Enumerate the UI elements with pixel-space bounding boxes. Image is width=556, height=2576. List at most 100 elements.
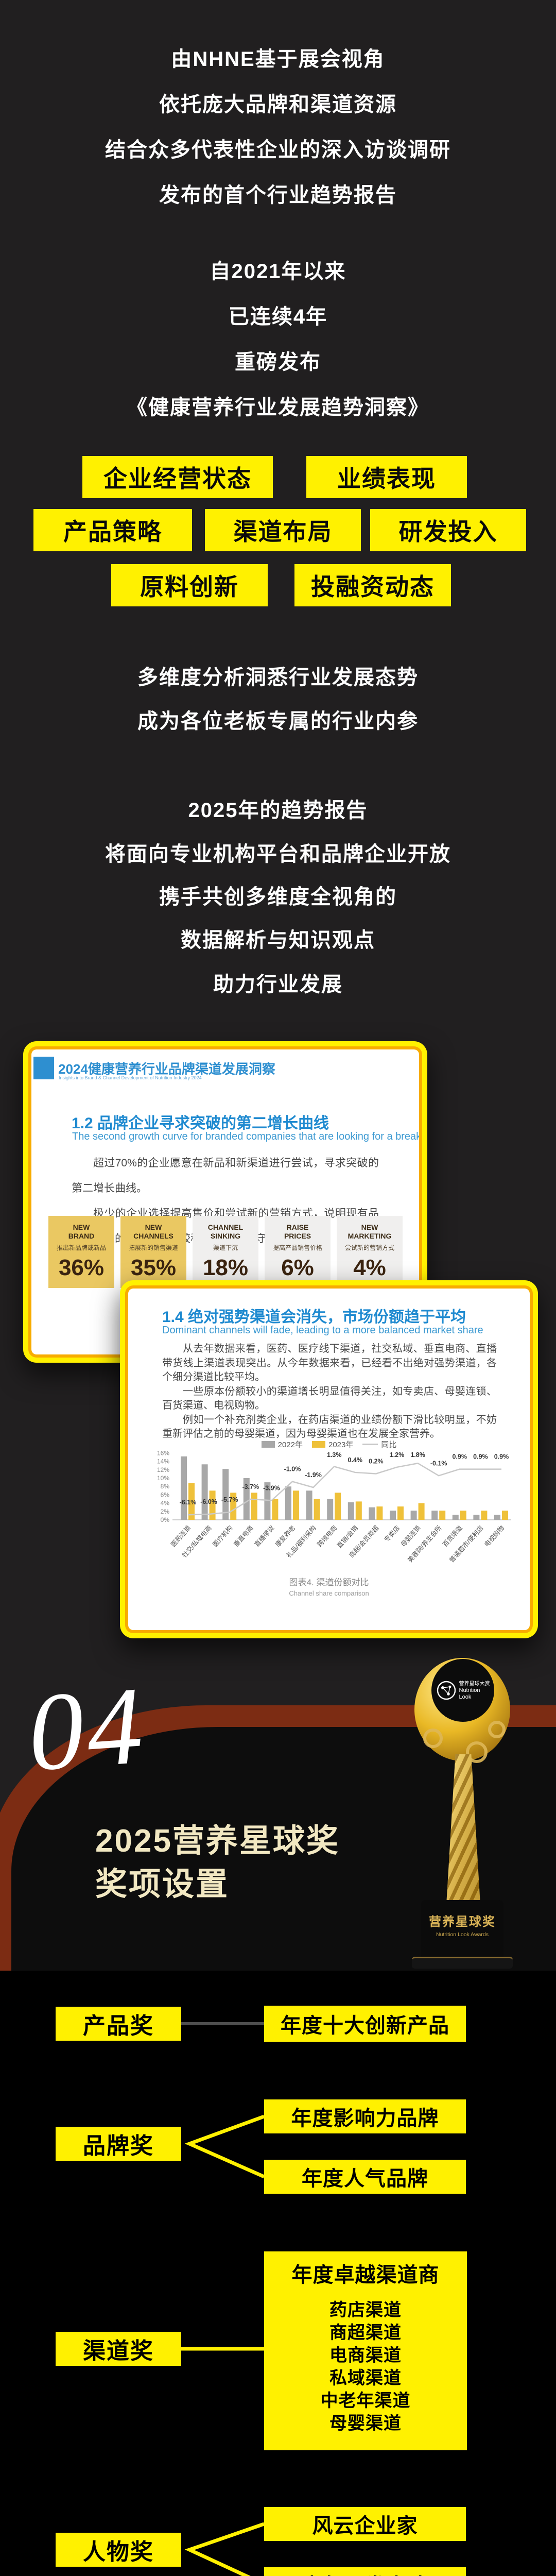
- report-card-page: 1.4 绝对强势渠道会消失，市场份额趋于平均 Dominant channels…: [128, 1289, 530, 1630]
- yoy-label: -3.9%: [263, 1484, 280, 1492]
- bar-2023: [209, 1490, 216, 1520]
- bar-2022: [369, 1507, 375, 1520]
- award-item: 年度影响力品牌: [264, 2099, 466, 2133]
- award-sub-item: 母婴渠道: [329, 2414, 402, 2433]
- bar-2023: [502, 1511, 508, 1520]
- trophy-ornament-ring: [488, 1721, 506, 1738]
- column-desc-cn: 提高产品销售价格: [272, 1244, 322, 1251]
- x-tick: 专卖店: [383, 1524, 401, 1544]
- legend-label: 2023年: [328, 1440, 354, 1449]
- trophy-base-name-en: Nutrition Look Awards: [436, 1931, 489, 1938]
- paragraph: 例如一个补充剂类企业，在药店渠道的业绩份额下滑比较明显，不妨重新评估之前的母婴渠…: [162, 1414, 497, 1440]
- column-header-en: NEW CHANNELS: [133, 1223, 173, 1240]
- y-tick: 4%: [161, 1500, 170, 1507]
- report-card-border: 1.4 绝对强势渠道会消失，市场份额趋于平均 Dominant channels…: [125, 1285, 533, 1633]
- mid-line: 携手共创多维度全视角的: [159, 886, 397, 908]
- column-header-en: RAISE PRICES: [284, 1223, 311, 1240]
- yoy-label: -0.1%: [430, 1460, 447, 1467]
- report-card-channel-share: 1.4 绝对强势渠道会消失，市场份额趋于平均 Dominant channels…: [120, 1280, 538, 1638]
- bar-2022: [431, 1511, 438, 1520]
- topic-tag: 渠道布局: [205, 509, 361, 551]
- topic-tag: 投融资动态: [294, 564, 451, 606]
- award-item: 青年研发人才: [264, 2567, 466, 2576]
- award-sub-item: 私域渠道: [329, 2368, 402, 2388]
- x-tick: 医疗机构: [211, 1524, 234, 1548]
- y-tick: 8%: [161, 1483, 170, 1490]
- bar-2023: [272, 1499, 279, 1520]
- trophy-base-plate: [412, 1957, 513, 1969]
- column-header-en: NEW MARKETING: [348, 1223, 392, 1240]
- topic-tag: 产品策略: [33, 509, 192, 551]
- award-sub-item: 电商渠道: [329, 2346, 402, 2365]
- legend-item: 同比: [362, 1439, 396, 1450]
- award-item: 风云企业家: [264, 2507, 466, 2541]
- bar-2023: [481, 1511, 488, 1520]
- trophy-base-name: 营养星球奖: [429, 1915, 496, 1929]
- column-desc-cn: 渠道下沉: [213, 1244, 238, 1251]
- award-item: 年度十大创新产品: [264, 2006, 466, 2042]
- intro-line: 依托庞大品牌和渠道资源: [159, 93, 397, 116]
- bar-2023: [293, 1490, 299, 1520]
- trophy-base: 营养星球奖 Nutrition Look Awards: [421, 1900, 503, 1959]
- bar-2023: [355, 1501, 362, 1520]
- legend-label: 2022年: [277, 1440, 303, 1449]
- yoy-label: -1.9%: [305, 1471, 322, 1479]
- section-1-2-subtitle: The second growth curve for branded comp…: [72, 1131, 419, 1142]
- award-sub-item: 中老年渠道: [320, 2391, 411, 2411]
- x-tick: 电视购物: [483, 1524, 506, 1548]
- bar-2022: [452, 1515, 459, 1520]
- channel-share-chart: 0%2%4%6%8%10%12%14%16%医药连锁社交/私域电商医疗机构垂直电…: [157, 1451, 511, 1564]
- bar-2022: [243, 1478, 250, 1520]
- bar-2023: [460, 1511, 466, 1520]
- chart-caption-en: Channel share comparison: [289, 1589, 369, 1597]
- bar-2023: [397, 1506, 404, 1520]
- paragraph: 从去年数据来看，医药、医疗线下渠道，社交私域、垂直电商、直播带货线上渠道表现突出…: [162, 1343, 497, 1383]
- section-1-4-title: 1.4 绝对强势渠道会消失，市场份额趋于平均: [162, 1309, 466, 1326]
- section-1-4-paragraphs: 从去年数据来看，医药、医疗线下渠道，社交私域、垂直电商、直播带货线上渠道表现突出…: [162, 1342, 497, 1442]
- intro-line: 由NHNE基于展会视角: [171, 48, 385, 71]
- yoy-label: 0.9%: [453, 1453, 467, 1461]
- report-logo-square: [33, 1057, 54, 1079]
- second-curve-column: RAISE PRICES 提高产品销售价格 6%: [265, 1216, 331, 1288]
- bar-2022: [264, 1482, 271, 1520]
- y-tick: 14%: [157, 1458, 169, 1465]
- award-sub-item: 药店渠道: [329, 2300, 402, 2320]
- topic-tag: 研发投入: [370, 509, 526, 551]
- yoy-label: 1.3%: [327, 1451, 342, 1459]
- trophy-logo-en2: Look: [459, 1693, 472, 1700]
- legend-swatch: [362, 1444, 378, 1445]
- column-value: 36%: [58, 1255, 105, 1280]
- intro-line: 《健康营养行业发展趋势洞察》: [127, 396, 429, 419]
- report-title: 2024健康营养行业品牌渠道发展洞察: [58, 1061, 275, 1077]
- mid-line: 数据解析与知识观点: [181, 929, 375, 952]
- legend-swatch: [311, 1441, 325, 1448]
- bar-2022: [306, 1490, 312, 1520]
- second-curve-column: CHANNEL SINKING 渠道下沉 18%: [193, 1216, 258, 1288]
- bar-2022: [327, 1499, 334, 1520]
- bar-2022: [390, 1511, 396, 1520]
- column-desc-cn: 推出新品牌或新品: [56, 1244, 106, 1251]
- bar-2022: [181, 1456, 187, 1520]
- award-category-渠道奖: 渠道奖: [56, 2332, 181, 2366]
- second-curve-column: NEW CHANNELS 拓展新的销售渠道 35%: [120, 1216, 186, 1288]
- bar-2023: [230, 1493, 237, 1520]
- trophy-ornament-ring: [423, 1728, 443, 1748]
- mid-line: 2025年的趋势报告: [188, 799, 368, 822]
- bar-2022: [348, 1502, 354, 1520]
- paragraph: 超过70%的企业愿意在新品和新渠道进行尝试，寻求突破的第二增长曲线。: [72, 1157, 379, 1194]
- column-value: 4%: [353, 1255, 386, 1280]
- bar-2023: [251, 1493, 257, 1520]
- mid-line: 将面向专业机构平台和品牌企业开放: [105, 843, 451, 866]
- trophy-ornament-ring: [466, 1741, 488, 1763]
- bar-2022: [410, 1511, 417, 1520]
- globe-icon: [437, 1681, 456, 1700]
- column-desc-cn: 尝试新的营销方式: [344, 1244, 394, 1251]
- award-item-group: 年度卓越渠道商 药店渠道 商超渠道 电商渠道 私域渠道 中老年渠道 母婴渠道: [264, 2251, 467, 2450]
- topic-tag: 业绩表现: [306, 456, 467, 498]
- intro-line: 结合众多代表性企业的深入访谈调研: [105, 139, 451, 161]
- award-category-人物奖: 人物奖: [56, 2533, 181, 2567]
- trophy-logo-en1: Nutrition: [459, 1687, 480, 1693]
- second-curve-column: NEW MARKETING 尝试新的营销方式 4%: [337, 1216, 403, 1288]
- bar-2022: [201, 1464, 208, 1520]
- yoy-label: 1.8%: [410, 1451, 425, 1459]
